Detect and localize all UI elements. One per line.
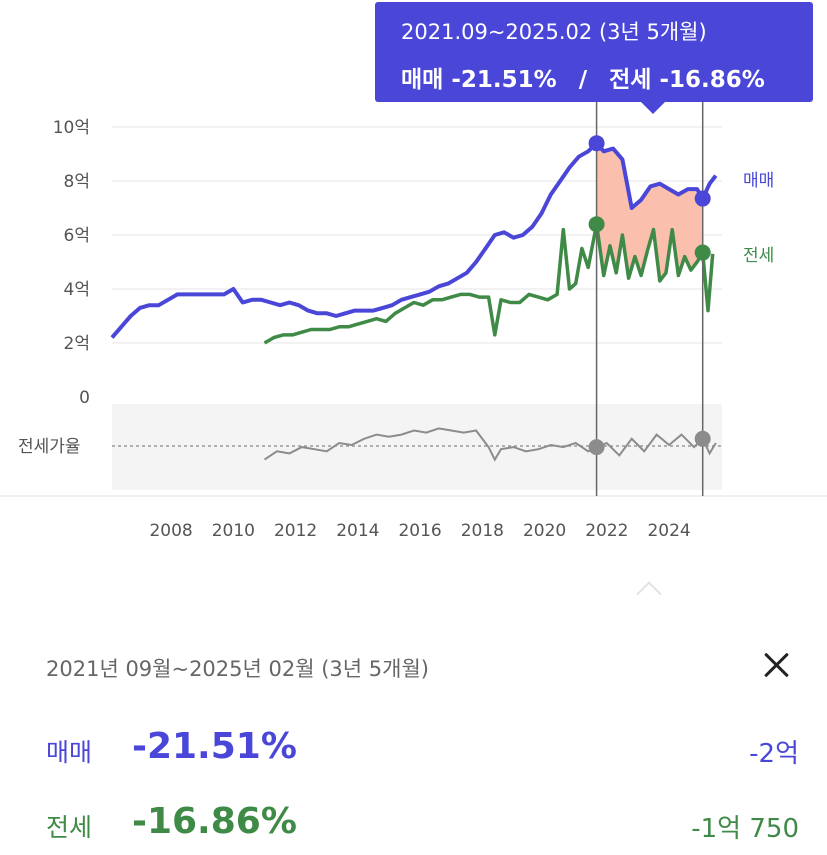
tooltip-jeonse-label: 전세 [609, 67, 652, 93]
chart-grid [0, 126, 827, 497]
y-tick-label: 2억 [64, 334, 90, 354]
x-tick-label: 2014 [336, 521, 379, 541]
y-tick-label: 10억 [53, 118, 90, 138]
ratio-band [112, 404, 722, 490]
x-tick-label: 2024 [647, 521, 690, 541]
x-tick-label: 2010 [212, 521, 255, 541]
selection-markers [588, 135, 711, 456]
panel-jeonse-label: 전세 [46, 813, 93, 842]
tooltip-sale-change: -21.51% [451, 67, 557, 93]
y-axis-ticks: 0 2억 4억 6억 8억 10억 [53, 118, 90, 408]
tooltip-separator: / [578, 67, 588, 93]
range-tooltip: 2021.09~2025.02 (3년 5개월) 매매 -21.51% / 전세… [375, 2, 813, 114]
tooltip-sale-label: 매매 [401, 67, 444, 93]
jeonse-start-marker [588, 216, 605, 233]
x-tick-label: 2016 [398, 521, 441, 541]
x-axis-ticks: 2008 2010 2012 2014 2016 2018 2020 2022 2024 [149, 521, 690, 541]
panel-sale-amount: -2억 [749, 739, 799, 769]
y-tick-label: 4억 [64, 280, 90, 300]
ratio-end-marker [694, 430, 711, 447]
tooltip-period: 2021.09~2025.02 (3년 5개월) [401, 20, 707, 44]
x-tick-label: 2020 [523, 521, 566, 541]
y-tick-label: 0 [79, 388, 90, 408]
y-tick-label: 8억 [64, 172, 90, 192]
x-tick-label: 2022 [585, 521, 628, 541]
sale-series-line [110, 141, 718, 339]
ratio-start-marker [588, 439, 605, 456]
caret-up-icon[interactable] [636, 581, 662, 607]
jeonse-series-label: 전세 [743, 246, 774, 266]
jeonse-end-marker [694, 244, 711, 261]
close-icon[interactable] [755, 645, 797, 687]
ratio-series-label: 전세가율 [18, 437, 81, 457]
ratio-series-line [263, 427, 717, 462]
tooltip-changes: 매매 -21.51% / 전세 -16.86% [401, 60, 765, 94]
sale-start-marker [588, 135, 605, 152]
y-tick-label: 6억 [64, 226, 90, 246]
tooltip-arrow [641, 102, 665, 114]
x-tick-label: 2018 [461, 521, 504, 541]
x-tick-label: 2008 [149, 521, 192, 541]
panel-sale-label: 매매 [46, 738, 93, 767]
jeonse-series-line [263, 222, 715, 345]
panel-jeonse-change: -16.86% [132, 801, 297, 842]
price-chart[interactable]: 0 2억 4억 6억 8억 10억 2008 2010 2012 2014 2016 2018 202… [0, 0, 827, 560]
tooltip-jeonse-change: -16.86% [659, 67, 765, 93]
panel-jeonse-amount: -1억 750 [691, 814, 799, 844]
sale-end-marker [694, 190, 711, 207]
sale-series-label: 매매 [743, 171, 774, 191]
panel-sale-change: -21.51% [132, 726, 297, 767]
x-tick-label: 2012 [274, 521, 317, 541]
panel-period: 2021년 09월~2025년 02월 (3년 5개월) [46, 657, 429, 681]
